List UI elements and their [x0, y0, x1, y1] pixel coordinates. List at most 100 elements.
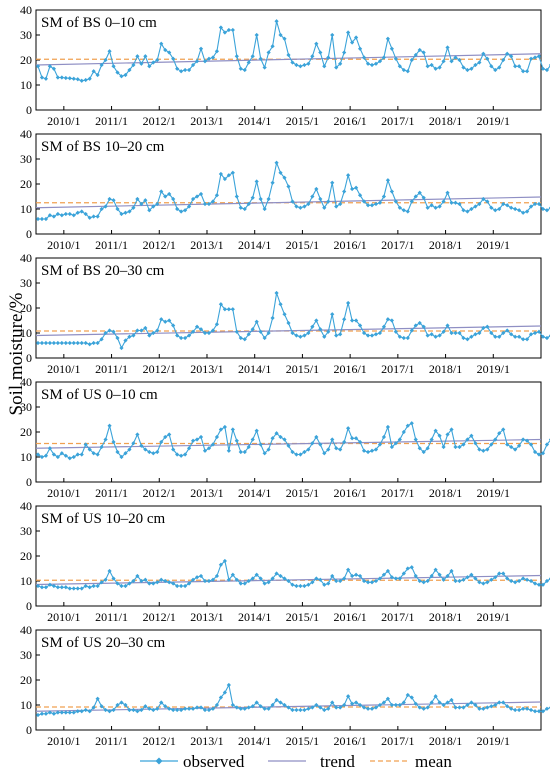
observed-point	[135, 196, 140, 202]
observed-point	[465, 437, 470, 442]
observed-point	[75, 77, 80, 82]
observed-point	[409, 328, 414, 333]
observed-point	[342, 702, 347, 708]
x-tick-label: 2014/1	[238, 114, 271, 128]
observed-point	[115, 70, 120, 75]
observed-point	[540, 582, 546, 587]
x-tick-label: 2016/1	[333, 486, 366, 500]
observed-point	[457, 578, 462, 584]
observed-point	[421, 706, 426, 711]
observed-point	[521, 706, 526, 711]
observed-point	[306, 330, 311, 336]
observed-point	[298, 583, 303, 589]
observed-point	[139, 328, 144, 333]
observed-point	[206, 56, 212, 61]
observed-point	[75, 340, 80, 346]
observed-point	[397, 205, 402, 210]
observed-point	[417, 705, 422, 710]
observed-point	[39, 216, 45, 222]
observed-point	[385, 696, 391, 701]
observed-point	[119, 583, 124, 589]
observed-point	[123, 210, 128, 215]
observed-point	[246, 60, 251, 65]
observed-point	[274, 431, 279, 436]
y-tick-label: 40	[20, 623, 32, 637]
observed-point	[385, 178, 391, 183]
observed-point	[135, 328, 140, 333]
observed-point	[449, 568, 454, 574]
observed-point	[314, 186, 319, 192]
observed-point	[357, 439, 363, 445]
observed-point	[167, 50, 172, 55]
y-tick-label: 0	[26, 723, 32, 737]
observed-point	[282, 702, 287, 708]
observed-point	[230, 702, 235, 708]
observed-point	[254, 179, 259, 184]
observed-point	[524, 438, 530, 443]
observed-point	[131, 578, 136, 584]
observed-point	[346, 567, 351, 572]
observed-point	[159, 577, 164, 582]
observed-point	[51, 711, 56, 716]
observed-point	[298, 452, 303, 457]
y-tick-label: 0	[26, 475, 32, 489]
observed-point	[186, 333, 192, 338]
observed-point	[55, 454, 60, 460]
observed-point	[413, 194, 418, 199]
observed-point	[266, 330, 271, 336]
observed-point	[242, 449, 247, 455]
observed-point	[417, 320, 422, 326]
x-tick-label: 2015/1	[286, 610, 319, 624]
observed-point	[115, 206, 120, 212]
observed-point	[314, 576, 319, 581]
x-tick-label: 2016/1	[333, 734, 366, 748]
observed-point	[59, 585, 64, 590]
observed-point	[230, 307, 235, 312]
observed-point	[214, 702, 220, 708]
observed-point	[393, 329, 398, 334]
observed-point	[194, 437, 200, 442]
x-tick-label: 2012/1	[143, 362, 176, 376]
observed-point	[242, 67, 247, 73]
observed-point	[35, 712, 41, 718]
observed-point	[501, 571, 506, 576]
observed-point	[532, 581, 538, 586]
observed-point	[322, 582, 327, 587]
observed-point	[461, 65, 466, 70]
observed-point	[350, 186, 355, 192]
panel-title: SM of US 10–20 cm	[41, 511, 166, 527]
x-tick-label: 2012/1	[143, 238, 176, 252]
observed-point	[517, 334, 522, 339]
observed-point	[99, 444, 104, 450]
observed-point	[163, 578, 168, 584]
observed-point	[198, 705, 204, 710]
observed-point	[135, 432, 140, 437]
observed-point	[326, 329, 331, 334]
observed-point	[147, 64, 152, 69]
observed-point	[262, 706, 267, 711]
observed-point	[513, 334, 518, 339]
observed-point	[330, 437, 335, 442]
observed-point	[286, 52, 291, 58]
observed-point	[493, 334, 498, 339]
observed-point	[310, 441, 315, 446]
observed-point	[334, 705, 339, 710]
observed-point	[47, 340, 53, 346]
observed-point	[373, 61, 379, 66]
observed-point	[67, 76, 72, 81]
y-tick-label: 20	[20, 673, 32, 687]
observed-point	[342, 439, 347, 445]
observed-point	[409, 565, 414, 570]
observed-point	[389, 189, 394, 194]
observed-point	[171, 56, 176, 61]
observed-point	[63, 453, 68, 458]
observed-point	[250, 195, 255, 200]
observed-point	[524, 706, 530, 711]
observed-point	[171, 323, 176, 328]
observed-point	[461, 705, 466, 710]
x-tick-label: 2013/1	[190, 610, 223, 624]
observed-point	[497, 334, 502, 339]
observed-point	[51, 583, 56, 589]
observed-point	[449, 59, 454, 64]
